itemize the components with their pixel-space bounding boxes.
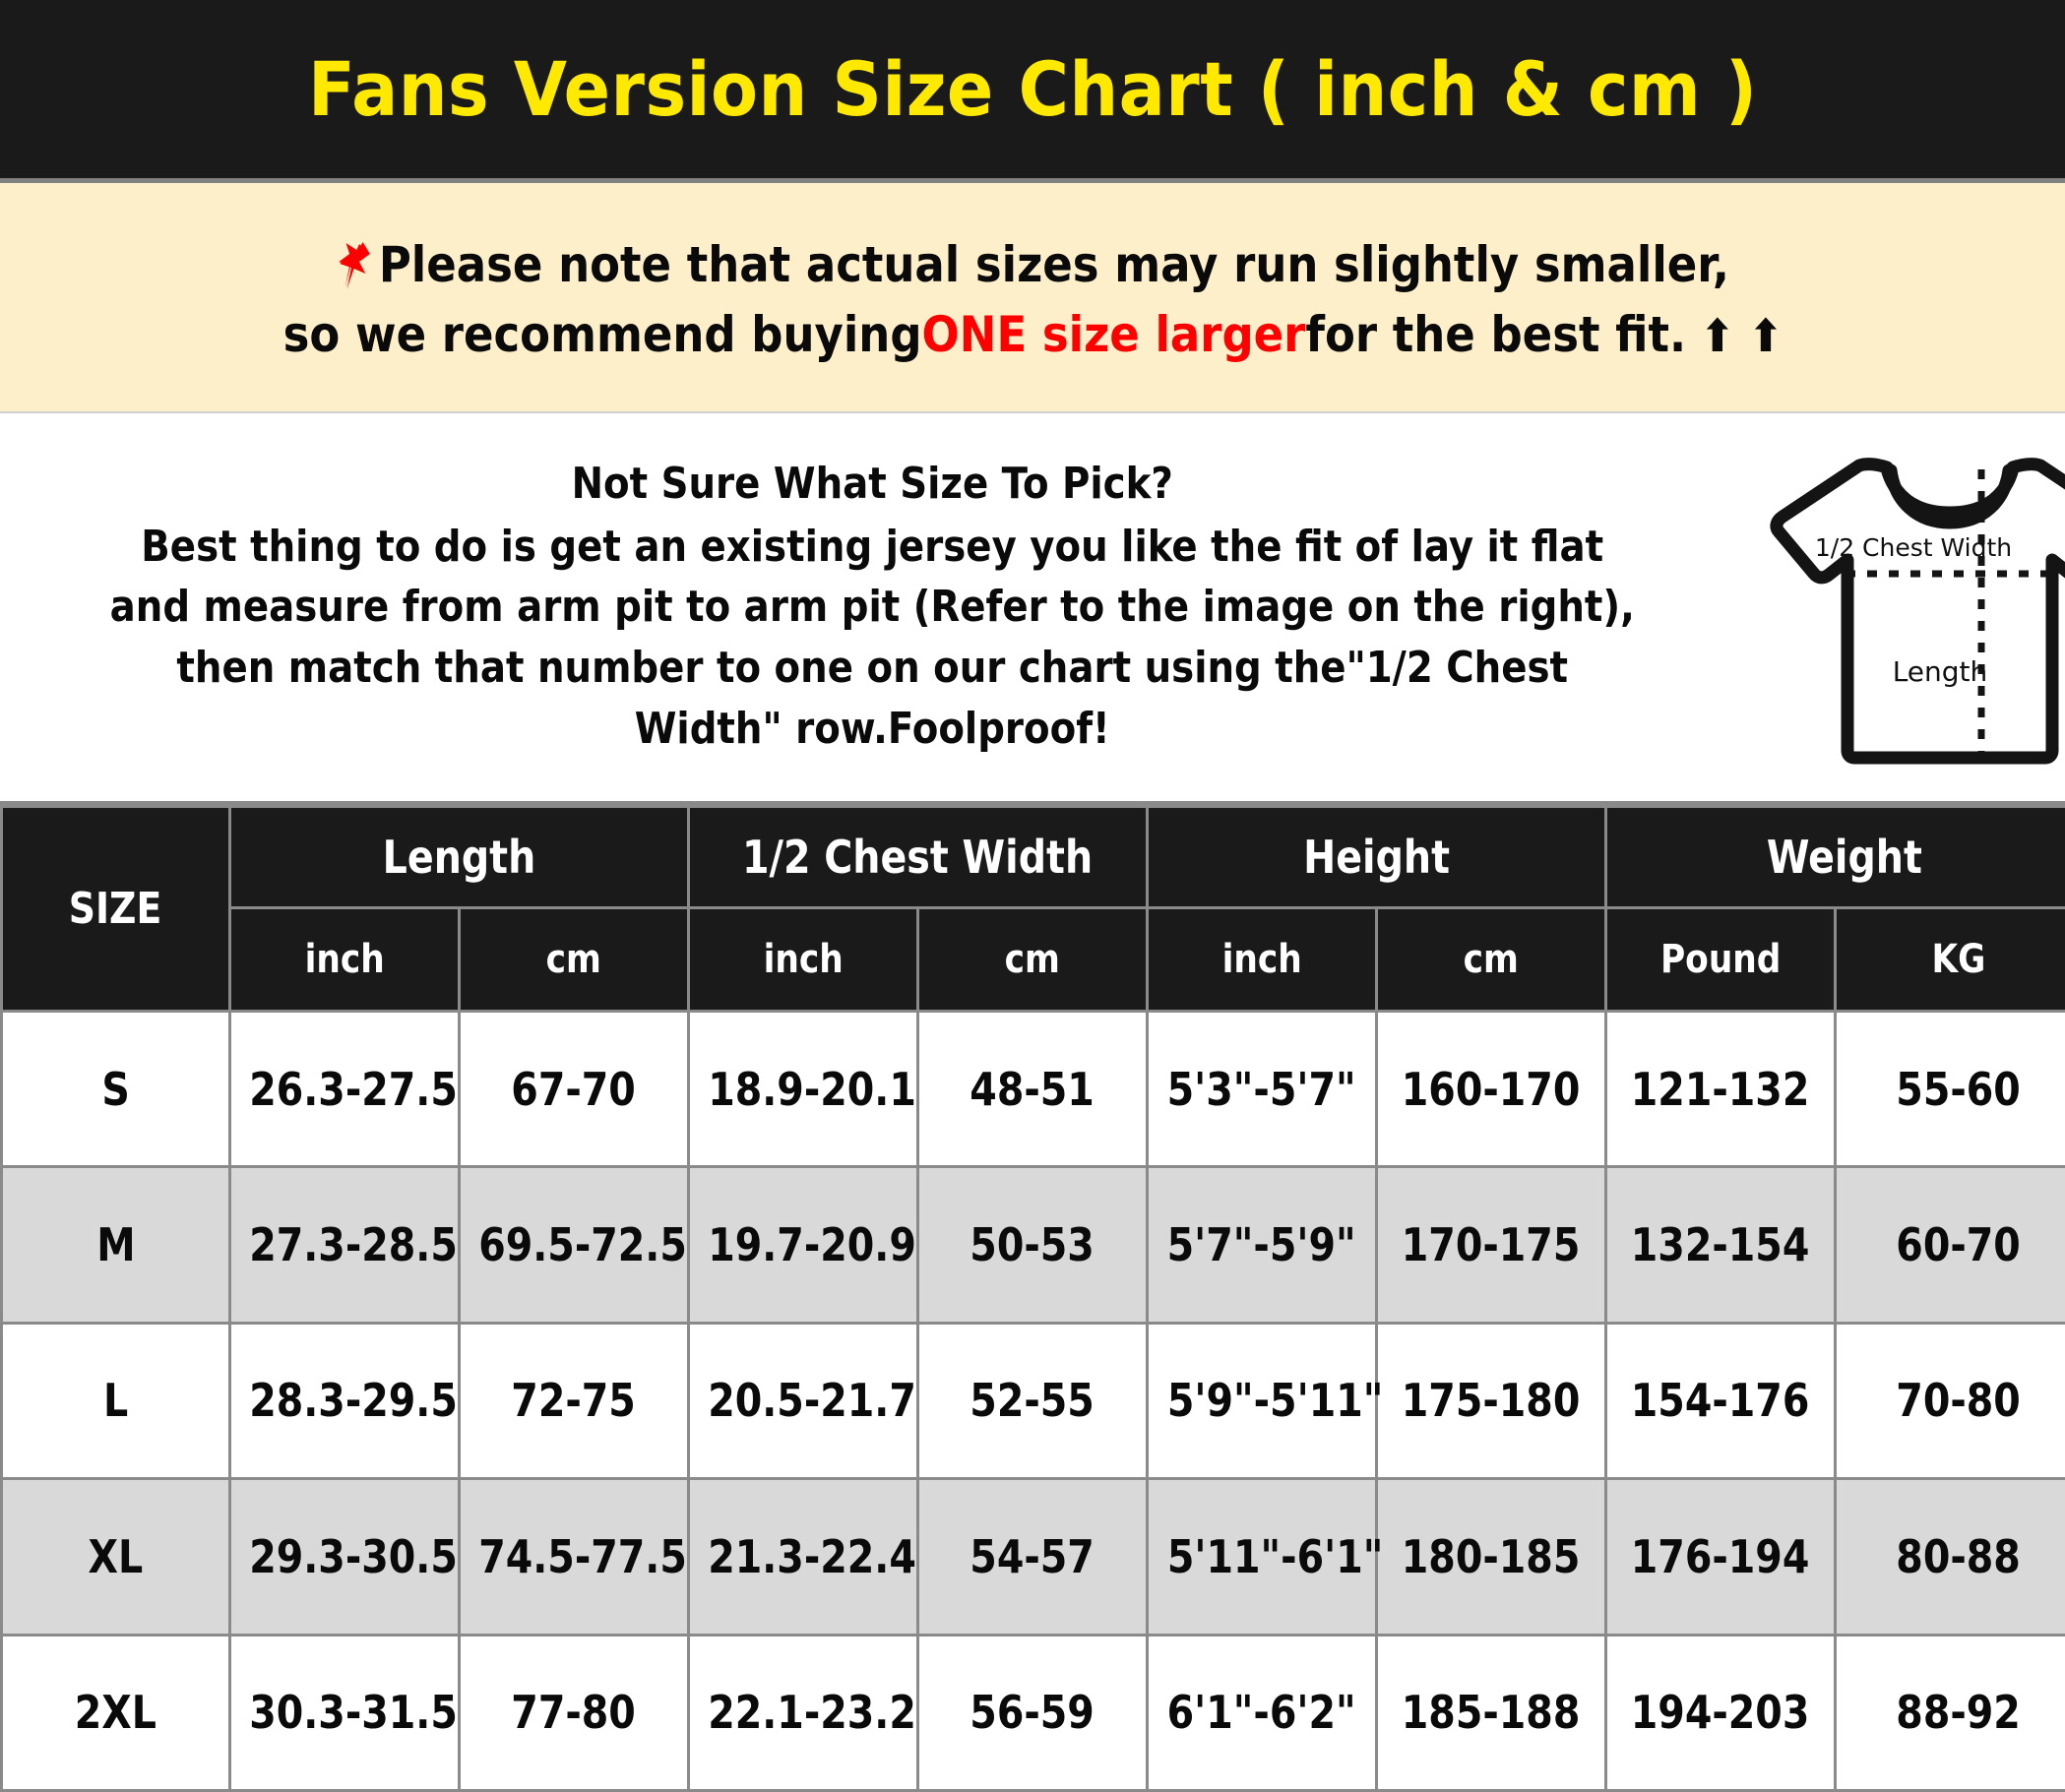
cell-weight-pound: 132-154 bbox=[1604, 1165, 1838, 1325]
cell-height-inch: 5'9"-5'11" bbox=[1146, 1321, 1383, 1481]
cell-height-inch: 5'7"-5'9" bbox=[1146, 1165, 1378, 1325]
table-row: S 26.3-27.5 67-70 18.9-20.1 48-51 5'3"-5… bbox=[0, 1009, 2065, 1169]
cell-weight-pound: 176-194 bbox=[1604, 1477, 1838, 1637]
cell-length-cm: 69.5-72.5 bbox=[458, 1165, 690, 1325]
instructions-line-3: then match that number to one on our cha… bbox=[176, 643, 1569, 694]
cell-height-cm: 180-185 bbox=[1374, 1477, 1608, 1637]
instructions-line-4: Width" row.Foolproof! bbox=[634, 703, 1110, 754]
header-length-cm: cm bbox=[458, 906, 690, 1013]
cell-height-cm: 170-175 bbox=[1374, 1165, 1608, 1325]
note-text-line-2-after: for the best fit. bbox=[1304, 306, 1686, 363]
cell-weight-pound: 121-132 bbox=[1604, 1009, 1838, 1169]
tshirt-diagram: 1/2 Chest Width Length bbox=[1738, 430, 2065, 784]
cell-length-inch: 29.3-30.5 bbox=[228, 1477, 461, 1637]
pushpin-icon bbox=[336, 240, 376, 291]
note-line-2: so we recommend buying ONE size larger f… bbox=[282, 300, 1783, 370]
cell-chest-inch: 21.3-22.4 bbox=[687, 1477, 919, 1637]
page-title: Fans Version Size Chart ( inch & cm ) bbox=[307, 45, 1758, 133]
table-row: L 28.3-29.5 72-75 20.5-21.7 52-55 5'9"-5… bbox=[0, 1321, 2065, 1481]
cell-length-cm: 72-75 bbox=[458, 1321, 690, 1481]
instructions-line-2: and measure from arm pit to arm pit (Ref… bbox=[109, 582, 1635, 633]
table-row: M 27.3-28.5 69.5-72.5 19.7-20.9 50-53 5'… bbox=[0, 1165, 2065, 1325]
header-chest-inch: inch bbox=[687, 906, 919, 1013]
header-length-inch: inch bbox=[228, 906, 461, 1013]
header-group-weight: Weight bbox=[1604, 805, 2065, 909]
cell-weight-pound: 154-176 bbox=[1604, 1321, 1838, 1481]
cell-height-inch: 5'3"-5'7" bbox=[1146, 1009, 1378, 1169]
cell-weight-pound: 194-203 bbox=[1604, 1633, 1838, 1792]
cell-chest-inch: 18.9-20.1 bbox=[687, 1009, 919, 1169]
header-weight-pound: Pound bbox=[1604, 906, 1838, 1013]
cell-length-cm: 77-80 bbox=[458, 1633, 690, 1792]
header-chest-cm: cm bbox=[916, 906, 1149, 1013]
cell-size: M bbox=[0, 1165, 231, 1325]
cell-weight-kg: 88-92 bbox=[1834, 1633, 2065, 1792]
cell-size: L bbox=[0, 1321, 231, 1481]
cell-chest-cm: 56-59 bbox=[916, 1633, 1149, 1792]
cell-length-inch: 26.3-27.5 bbox=[228, 1009, 461, 1169]
sizing-note-banner: Please note that actual sizes may run sl… bbox=[0, 183, 2065, 413]
title-bar: Fans Version Size Chart ( inch & cm ) bbox=[0, 0, 2065, 183]
table-row: XL 29.3-30.5 74.5-77.5 21.3-22.4 54-57 5… bbox=[0, 1477, 2065, 1637]
cell-weight-kg: 70-80 bbox=[1834, 1321, 2065, 1481]
table-row: 2XL 30.3-31.5 77-80 22.1-23.2 56-59 6'1"… bbox=[0, 1633, 2065, 1792]
cell-size: XL bbox=[0, 1477, 231, 1637]
tshirt-icon: 1/2 Chest Width Length bbox=[1770, 458, 2065, 765]
note-line-1: Please note that actual sizes may run sl… bbox=[336, 230, 1729, 300]
cell-chest-inch: 20.5-21.7 bbox=[687, 1321, 919, 1481]
cell-height-inch: 6'1"-6'2" bbox=[1146, 1633, 1378, 1792]
length-label: Length bbox=[1893, 655, 1988, 688]
cell-length-inch: 30.3-31.5 bbox=[228, 1633, 461, 1792]
instructions-body: Best thing to do is get an existing jers… bbox=[110, 517, 1635, 759]
instructions-heading: Not Sure What Size To Pick? bbox=[571, 458, 1173, 509]
cell-height-cm: 185-188 bbox=[1374, 1633, 1608, 1792]
table-header: SIZE Length 1/2 Chest Width Height Weigh… bbox=[0, 805, 2065, 1013]
cell-weight-kg: 55-60 bbox=[1834, 1009, 2065, 1169]
note-text-line-2-before: so we recommend buying bbox=[282, 306, 922, 363]
cell-length-inch: 27.3-28.5 bbox=[228, 1165, 461, 1325]
measuring-instructions-band: Not Sure What Size To Pick? Best thing t… bbox=[0, 413, 2065, 805]
chest-width-label: 1/2 Chest Width bbox=[1815, 533, 2012, 562]
header-size: SIZE bbox=[0, 805, 231, 1013]
cell-chest-cm: 52-55 bbox=[916, 1321, 1149, 1481]
cell-height-inch: 5'11"-6'1" bbox=[1146, 1477, 1383, 1637]
table-header-row-units: inch cm inch cm inch cm Pound KG bbox=[2, 906, 2065, 1013]
note-emphasis: ONE size larger bbox=[921, 306, 1305, 363]
table-body: S 26.3-27.5 67-70 18.9-20.1 48-51 5'3"-5… bbox=[0, 1009, 2065, 1792]
header-height-cm: cm bbox=[1374, 906, 1608, 1013]
header-group-length: Length bbox=[228, 805, 690, 909]
table-header-row-groups: SIZE Length 1/2 Chest Width Height Weigh… bbox=[0, 805, 2065, 1013]
header-group-chest-width: 1/2 Chest Width bbox=[687, 805, 1149, 909]
cell-chest-inch: 19.7-20.9 bbox=[687, 1165, 919, 1325]
arrow-up-icon-2: ⬆ bbox=[1748, 308, 1783, 362]
cell-chest-cm: 50-53 bbox=[916, 1165, 1149, 1325]
cell-length-cm: 67-70 bbox=[458, 1009, 690, 1169]
cell-chest-cm: 54-57 bbox=[916, 1477, 1149, 1637]
cell-height-cm: 175-180 bbox=[1374, 1321, 1608, 1481]
cell-weight-kg: 80-88 bbox=[1834, 1477, 2065, 1637]
header-group-height: Height bbox=[1145, 805, 1608, 909]
cell-chest-inch: 22.1-23.2 bbox=[687, 1633, 919, 1792]
header-weight-kg: KG bbox=[1834, 906, 2065, 1013]
cell-length-cm: 74.5-77.5 bbox=[458, 1477, 690, 1637]
cell-length-inch: 28.3-29.5 bbox=[228, 1321, 461, 1481]
cell-height-cm: 160-170 bbox=[1374, 1009, 1608, 1169]
cell-chest-cm: 48-51 bbox=[916, 1009, 1149, 1169]
header-height-inch: inch bbox=[1146, 906, 1378, 1013]
cell-size: 2XL bbox=[0, 1633, 231, 1792]
arrow-up-icon-1: ⬆ bbox=[1700, 308, 1734, 362]
cell-size: S bbox=[0, 1009, 231, 1169]
instructions-line-1: Best thing to do is get an existing jers… bbox=[141, 521, 1604, 572]
cell-weight-kg: 60-70 bbox=[1834, 1165, 2065, 1325]
size-table: SIZE Length 1/2 Chest Width Height Weigh… bbox=[0, 805, 2065, 1792]
instructions-text: Not Sure What Size To Pick? Best thing t… bbox=[0, 456, 1738, 759]
note-text-line-1: Please note that actual sizes may run sl… bbox=[378, 236, 1729, 293]
